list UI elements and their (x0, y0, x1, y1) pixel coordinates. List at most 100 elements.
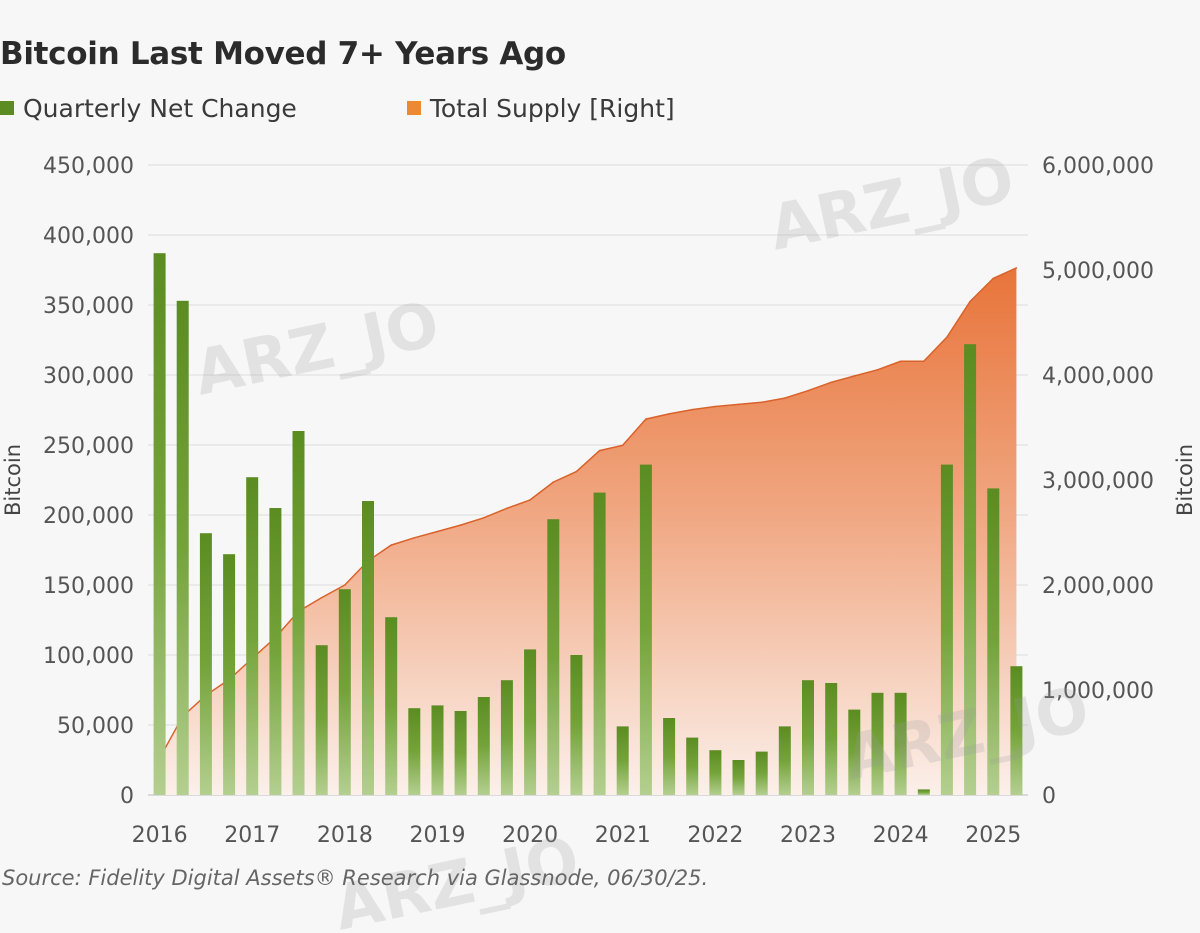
x-tick-label: 2022 (687, 823, 743, 848)
total-supply-point (436, 530, 439, 533)
total-supply-point (853, 375, 856, 377)
net-change-bar (593, 492, 606, 795)
y-right-tick-label: 5,000,000 (1042, 259, 1154, 284)
legend-item-total-supply: Total Supply [Right] (406, 93, 675, 123)
net-change-bar (362, 501, 374, 795)
net-change-bar (570, 655, 583, 795)
legend-swatch-net-change (0, 101, 14, 115)
y-right-tick-label: 1,000,000 (1042, 679, 1154, 704)
y-right-tick-label: 2,000,000 (1042, 574, 1154, 599)
y-left-tick-label: 150,000 (43, 574, 134, 599)
net-change-bar (755, 751, 768, 795)
y-right-tick-label: 4,000,000 (1042, 364, 1154, 389)
total-supply-point (459, 524, 462, 526)
x-tick-label: 2025 (965, 823, 1021, 848)
net-change-bar (709, 750, 722, 795)
total-supply-point (413, 537, 416, 539)
y-left-tick-label: 200,000 (43, 504, 134, 529)
y-left-axis-title: Bitcoin (1, 444, 25, 516)
net-change-bar (477, 697, 490, 795)
total-supply-point (992, 277, 995, 280)
net-change-bar (431, 705, 444, 795)
net-change-bar (663, 718, 676, 795)
total-supply-point (552, 481, 555, 483)
total-supply-point (668, 413, 670, 415)
x-tick-label: 2016 (132, 823, 188, 848)
net-change-bar (639, 464, 652, 795)
net-change-bar (1010, 666, 1023, 795)
net-change-bar (176, 300, 189, 795)
total-supply-point (390, 544, 393, 546)
total-supply-point (899, 360, 902, 363)
net-change-bar (292, 431, 305, 795)
y-left-tick-label: 250,000 (43, 434, 134, 459)
legend-item-net-change: Quarterly Net Change (0, 94, 297, 123)
total-supply-point (737, 403, 740, 406)
net-change-bar (987, 488, 1000, 795)
net-change-bar (825, 683, 838, 795)
net-change-bar (964, 344, 977, 795)
y-left-tick-label: 450,000 (43, 154, 134, 179)
y-right-tick-label: 3,000,000 (1042, 469, 1154, 494)
x-tick-label: 2020 (502, 823, 558, 848)
net-change-bar (871, 692, 884, 795)
total-supply-point (1015, 267, 1018, 269)
x-tick-label: 2017 (224, 823, 280, 848)
x-tick-label: 2018 (317, 823, 373, 848)
total-supply-point (714, 405, 717, 408)
net-change-bar (547, 519, 560, 795)
y-left-tick-label: 400,000 (43, 224, 134, 249)
legend: Quarterly Net Change Total Supply [Right… (0, 92, 675, 124)
x-tick-label: 2023 (780, 823, 836, 848)
total-supply-point (807, 389, 809, 392)
legend-label-total-supply: Total Supply [Right] (429, 93, 675, 123)
net-change-bar (940, 464, 953, 795)
legend-swatch-total-supply (406, 101, 421, 115)
total-supply-point (760, 401, 763, 404)
net-change-bar (686, 737, 699, 795)
net-change-bar (223, 554, 236, 795)
net-change-bar (848, 709, 861, 795)
net-change-bar (454, 711, 467, 795)
y-right-tick-label: 0 (1042, 784, 1056, 809)
total-supply-point (621, 444, 624, 447)
total-supply-point (506, 507, 508, 510)
total-supply-point (946, 336, 948, 339)
total-supply-point (830, 381, 832, 384)
net-change-bar (385, 617, 398, 795)
total-supply-point (598, 449, 601, 452)
legend-label-net-change: Quarterly Net Change (23, 93, 297, 123)
net-change-bar (802, 680, 814, 795)
total-supply-point (483, 517, 485, 519)
y-right-tick-label: 6,000,000 (1042, 154, 1154, 179)
total-supply-point (923, 360, 925, 363)
y-left-tick-label: 0 (120, 784, 134, 809)
watermark: ARZ_JO (763, 142, 1020, 265)
net-change-bar (199, 533, 212, 795)
total-supply-point (320, 596, 323, 599)
net-change-bar (315, 645, 328, 795)
total-supply-point (876, 369, 879, 371)
net-change-bar (153, 253, 166, 795)
net-change-bar (917, 789, 930, 795)
total-supply-point (645, 418, 647, 420)
y-left-tick-label: 50,000 (57, 714, 134, 739)
net-change-bar (524, 649, 537, 795)
net-change-bar (894, 692, 907, 795)
chart-title: Bitcoin Last Moved 7+ Years Ago (0, 36, 566, 72)
net-change-bar (732, 760, 745, 795)
y-left-tick-label: 350,000 (43, 294, 134, 319)
net-change-bar (246, 477, 259, 795)
total-supply-point (529, 499, 531, 501)
total-supply-point (344, 584, 346, 586)
net-change-bar (338, 589, 351, 795)
total-supply-point (575, 470, 578, 473)
y-left-tick-label: 100,000 (43, 644, 134, 669)
y-left-tick-label: 300,000 (43, 364, 134, 389)
x-tick-label: 2024 (873, 823, 929, 848)
net-change-bar (500, 680, 513, 795)
net-change-bar (616, 726, 629, 795)
y-right-axis-title: Bitcoin (1173, 444, 1197, 516)
source-note: Source: Fidelity Digital Assets® Researc… (2, 866, 709, 890)
